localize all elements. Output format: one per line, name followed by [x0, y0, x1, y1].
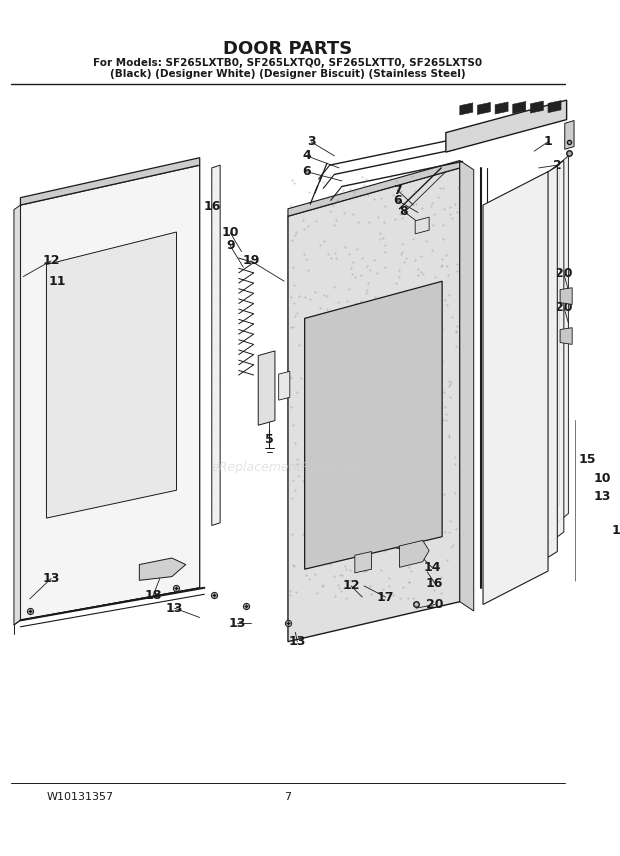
Text: 1: 1	[544, 135, 552, 148]
Text: 13: 13	[42, 572, 60, 585]
Text: 8: 8	[400, 205, 409, 218]
Text: eReplacementParts.com: eReplacementParts.com	[211, 461, 365, 473]
Text: (Black) (Designer White) (Designer Biscuit) (Stainless Steel): (Black) (Designer White) (Designer Biscu…	[110, 69, 466, 79]
Text: 20: 20	[426, 598, 443, 611]
Polygon shape	[503, 166, 557, 585]
Polygon shape	[483, 172, 548, 604]
Text: 19: 19	[612, 524, 620, 537]
Text: 2: 2	[553, 158, 562, 172]
Text: 12: 12	[342, 580, 360, 592]
Text: 6: 6	[302, 165, 311, 178]
Polygon shape	[530, 101, 543, 113]
Text: 7: 7	[285, 792, 291, 802]
Polygon shape	[495, 102, 508, 114]
Text: 10: 10	[593, 472, 611, 484]
Text: W10131357: W10131357	[46, 792, 113, 802]
Polygon shape	[560, 328, 572, 344]
Text: 18: 18	[144, 589, 162, 602]
Polygon shape	[288, 160, 460, 217]
Text: 7: 7	[393, 184, 402, 197]
Polygon shape	[46, 232, 177, 518]
Polygon shape	[288, 168, 460, 642]
Text: 5: 5	[265, 432, 274, 446]
Text: 10: 10	[221, 227, 239, 240]
Polygon shape	[529, 156, 569, 546]
Text: DOOR PARTS: DOOR PARTS	[223, 40, 353, 58]
Polygon shape	[415, 217, 429, 234]
Text: 14: 14	[423, 561, 441, 574]
Text: 4: 4	[302, 149, 311, 163]
Polygon shape	[576, 417, 585, 581]
Polygon shape	[560, 288, 572, 305]
Text: 12: 12	[42, 254, 60, 267]
Text: 11: 11	[49, 275, 66, 288]
Polygon shape	[513, 102, 526, 114]
Text: 16: 16	[203, 200, 221, 213]
Text: 15: 15	[578, 453, 596, 466]
Polygon shape	[355, 551, 371, 573]
Text: 6: 6	[393, 194, 402, 207]
Polygon shape	[565, 121, 574, 149]
Polygon shape	[20, 158, 200, 205]
Polygon shape	[460, 160, 474, 611]
Polygon shape	[518, 160, 564, 566]
Text: 16: 16	[426, 577, 443, 590]
Polygon shape	[14, 205, 20, 625]
Polygon shape	[588, 413, 599, 578]
Text: 17: 17	[377, 591, 394, 603]
Text: 19: 19	[242, 254, 260, 267]
Polygon shape	[304, 282, 442, 569]
Text: 13: 13	[228, 616, 246, 629]
Text: 20: 20	[555, 300, 573, 314]
Text: For Models: SF265LXTB0, SF265LXTQ0, SF265LXTT0, SF265LXTS0: For Models: SF265LXTB0, SF265LXTQ0, SF26…	[94, 58, 482, 68]
Polygon shape	[20, 165, 200, 621]
Polygon shape	[399, 540, 429, 568]
Polygon shape	[446, 100, 567, 152]
Polygon shape	[258, 351, 275, 425]
Polygon shape	[140, 558, 186, 580]
Text: 13: 13	[288, 635, 306, 648]
Polygon shape	[460, 103, 473, 115]
Text: 9: 9	[226, 240, 235, 253]
Polygon shape	[548, 100, 561, 113]
Text: 20: 20	[555, 267, 573, 280]
Polygon shape	[212, 165, 220, 526]
Text: 13: 13	[593, 490, 611, 503]
Text: 3: 3	[307, 135, 316, 148]
Text: 13: 13	[166, 602, 184, 615]
Polygon shape	[604, 501, 618, 540]
Polygon shape	[278, 372, 290, 400]
Polygon shape	[477, 103, 490, 115]
